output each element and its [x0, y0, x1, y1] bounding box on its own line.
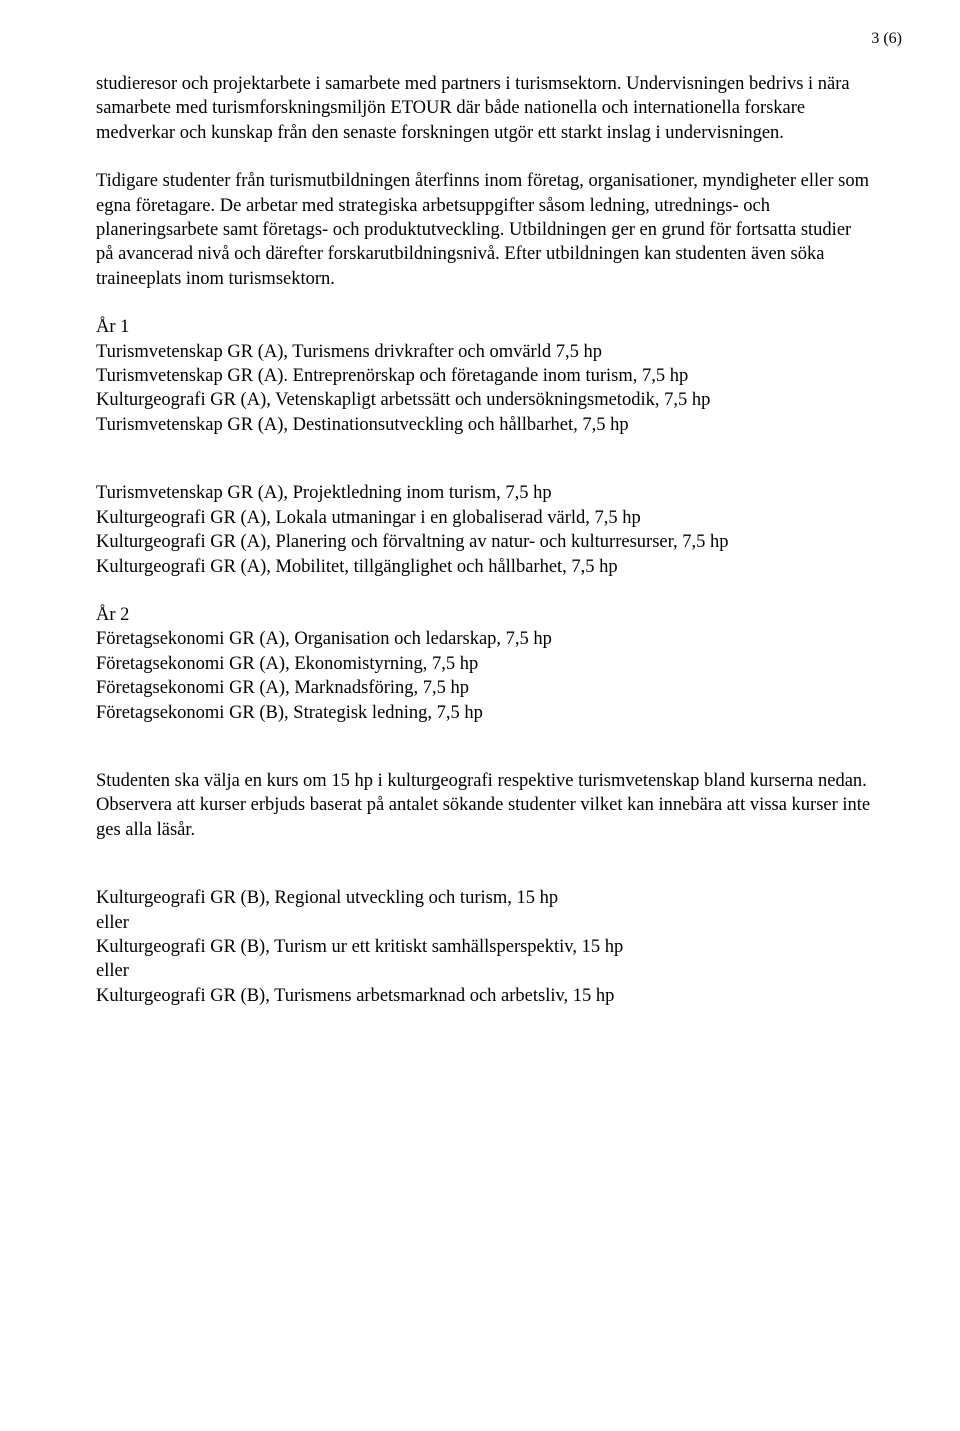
- course-line: Kulturgeografi GR (B), Regional utveckli…: [96, 886, 872, 910]
- course-line: eller: [96, 911, 872, 935]
- course-line: Kulturgeografi GR (B), Turismens arbetsm…: [96, 984, 872, 1008]
- course-line: Kulturgeografi GR (B), Turism ur ett kri…: [96, 935, 872, 959]
- course-line: Företagsekonomi GR (A), Ekonomistyrning,…: [96, 652, 872, 676]
- course-line: Företagsekonomi GR (A), Organisation och…: [96, 627, 872, 651]
- paragraph-3: Studenten ska välja en kurs om 15 hp i k…: [96, 769, 872, 842]
- year-2-block: År 2 Företagsekonomi GR (A), Organisatio…: [96, 603, 872, 725]
- course-line: eller: [96, 959, 872, 983]
- electives-block: Kulturgeografi GR (B), Regional utveckli…: [96, 886, 872, 1008]
- document-page: 3 (6) studieresor och projektarbete i sa…: [0, 0, 960, 1431]
- course-line: Kulturgeografi GR (A), Planering och för…: [96, 530, 872, 554]
- course-line: Kulturgeografi GR (A), Mobilitet, tillgä…: [96, 555, 872, 579]
- course-line: Företagsekonomi GR (A), Marknadsföring, …: [96, 676, 872, 700]
- year-1b-block: Turismvetenskap GR (A), Projektledning i…: [96, 481, 872, 579]
- course-line: Kulturgeografi GR (A), Vetenskapligt arb…: [96, 388, 872, 412]
- paragraph-2: Tidigare studenter från turismutbildning…: [96, 169, 872, 291]
- page-number: 3 (6): [871, 30, 902, 48]
- course-line: År 1: [96, 315, 872, 339]
- course-line: Turismvetenskap GR (A), Projektledning i…: [96, 481, 872, 505]
- course-line: Turismvetenskap GR (A). Entreprenörskap …: [96, 364, 872, 388]
- course-line: Kulturgeografi GR (A), Lokala utmaningar…: [96, 506, 872, 530]
- paragraph-1: studieresor och projektarbete i samarbet…: [96, 72, 872, 145]
- course-line: År 2: [96, 603, 872, 627]
- course-line: Turismvetenskap GR (A), Destinationsutve…: [96, 413, 872, 437]
- course-line: Turismvetenskap GR (A), Turismens drivkr…: [96, 340, 872, 364]
- course-line: Företagsekonomi GR (B), Strategisk ledni…: [96, 701, 872, 725]
- year-1-block: År 1 Turismvetenskap GR (A), Turismens d…: [96, 315, 872, 437]
